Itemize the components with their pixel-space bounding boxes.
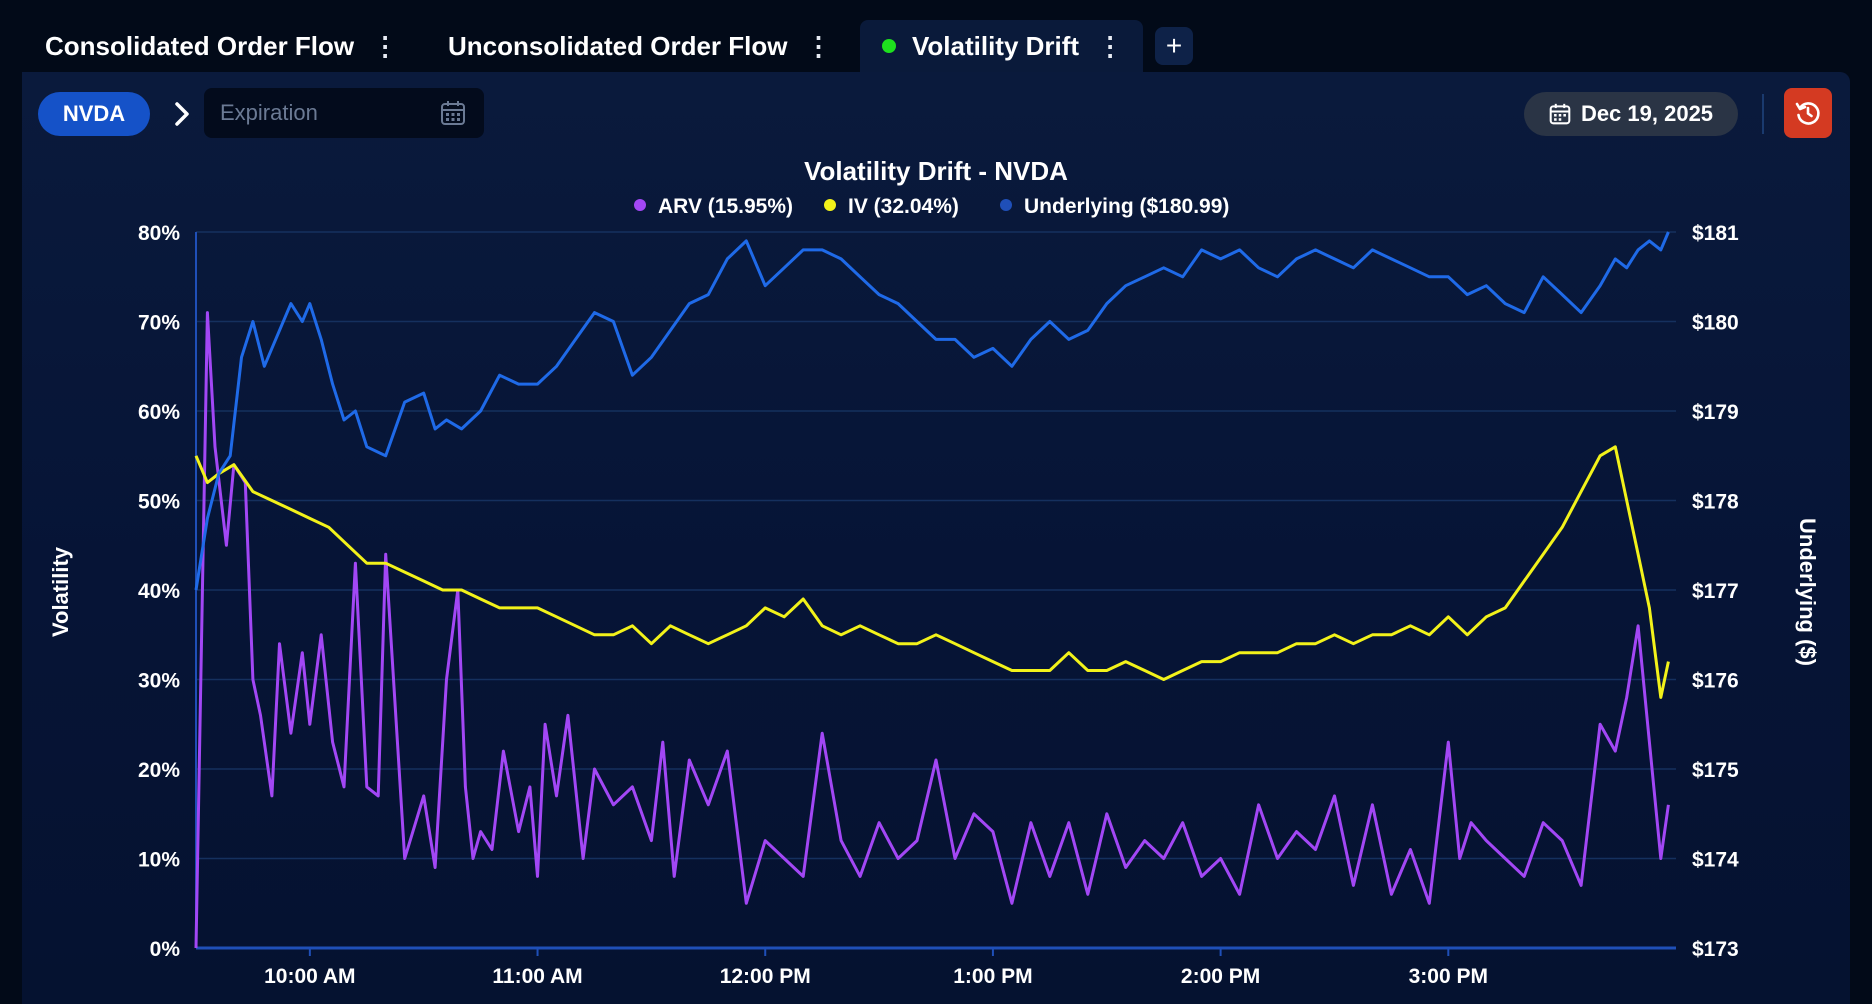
date-picker-button[interactable]: Dec 19, 2025 bbox=[1524, 92, 1738, 136]
ticker-label: NVDA bbox=[62, 101, 126, 126]
add-tab-button[interactable]: + bbox=[1155, 27, 1193, 65]
chart-lines bbox=[194, 231, 1670, 949]
x-tick-label: 12:00 PM bbox=[720, 965, 811, 988]
y2-tick-label: $173 bbox=[1692, 938, 1739, 961]
chart-axes: 0% $173 10% $174 20% $175 30% $176 40% $177 50% $17… bbox=[138, 222, 1739, 988]
tab-unconsolidated-order-flow[interactable]: Unconsolidated Order Flow ⋮ bbox=[448, 20, 831, 72]
tab-consolidated-order-flow[interactable]: Consolidated Order Flow ⋮ bbox=[45, 20, 398, 72]
x-tick-label: 2:00 PM bbox=[1181, 965, 1260, 988]
x-tick-label: 1:00 PM bbox=[953, 965, 1032, 988]
tab-label: Consolidated Order Flow bbox=[45, 30, 355, 61]
x-tick-label: 10:00 AM bbox=[264, 965, 355, 988]
y-tick-label: 40% bbox=[138, 580, 180, 603]
y2-tick-label: $180 bbox=[1692, 312, 1739, 335]
history-reset-icon bbox=[1795, 102, 1820, 125]
legend-marker bbox=[1000, 199, 1012, 211]
y-tick-label: 10% bbox=[138, 849, 180, 872]
vertical-dots-icon[interactable]: ⋮ bbox=[805, 31, 832, 61]
y-tick-label: 0% bbox=[150, 938, 181, 961]
vertical-dots-icon[interactable]: ⋮ bbox=[372, 31, 399, 61]
tab-volatility-drift[interactable]: Volatility Drift ⋮ bbox=[860, 20, 1144, 72]
y-tick-label: 60% bbox=[138, 401, 180, 424]
plus-icon: + bbox=[1165, 30, 1183, 61]
reset-button[interactable] bbox=[1784, 88, 1832, 138]
y2-tick-label: $179 bbox=[1692, 401, 1739, 424]
y2-tick-label: $176 bbox=[1692, 670, 1739, 693]
y-tick-label: 30% bbox=[138, 670, 180, 693]
green-dot-icon bbox=[882, 39, 896, 53]
tab-bar: Consolidated Order Flow ⋮ Unconsolidated… bbox=[0, 0, 1872, 72]
legend-label: IV (32.04%) bbox=[848, 195, 959, 218]
y2-tick-label: $178 bbox=[1692, 491, 1739, 514]
x-tick-label: 11:00 AM bbox=[492, 965, 582, 988]
tab-label: Volatility Drift bbox=[912, 30, 1080, 61]
tab-label: Unconsolidated Order Flow bbox=[448, 30, 788, 61]
legend-marker bbox=[824, 199, 836, 211]
y-tick-label: 80% bbox=[138, 222, 180, 245]
x-tick-label: 3:00 PM bbox=[1409, 965, 1488, 988]
y2-tick-label: $177 bbox=[1692, 580, 1739, 603]
calendar-icon bbox=[1549, 103, 1571, 125]
y2-axis-label: Underlying ($) bbox=[1795, 518, 1820, 666]
y-tick-label: 50% bbox=[138, 491, 180, 514]
expiration-input[interactable] bbox=[204, 88, 484, 138]
series-line-iv bbox=[194, 445, 1670, 699]
vertical-dots-icon[interactable]: ⋮ bbox=[1097, 31, 1124, 61]
chart-panel: NVDA Dec 19, 2025 bbox=[22, 72, 1850, 1004]
series-line-underlying bbox=[194, 231, 1670, 591]
date-label: Dec 19, 2025 bbox=[1580, 101, 1714, 126]
chart-title: Volatility Drift - NVDA bbox=[804, 156, 1068, 186]
toolbar-divider bbox=[1762, 94, 1764, 134]
calendar-icon[interactable] bbox=[440, 100, 466, 126]
legend-label: Underlying ($180.99) bbox=[1024, 195, 1229, 218]
legend-label: ARV (15.95%) bbox=[658, 195, 793, 218]
y2-tick-label: $174 bbox=[1692, 849, 1739, 872]
y2-tick-label: $181 bbox=[1692, 222, 1739, 245]
legend-marker bbox=[634, 199, 646, 211]
y2-tick-label: $175 bbox=[1692, 759, 1739, 782]
series-line-arv bbox=[194, 311, 1670, 949]
y-tick-label: 20% bbox=[138, 759, 180, 782]
chevron-right-icon[interactable] bbox=[164, 96, 200, 132]
chart-legend: ARV (15.95%) IV (32.04%) Underlying ($180.… bbox=[634, 195, 1229, 218]
ticker-button[interactable]: NVDA bbox=[38, 92, 150, 136]
y-axis-label: Volatility bbox=[48, 546, 73, 637]
y-tick-label: 70% bbox=[138, 312, 180, 335]
